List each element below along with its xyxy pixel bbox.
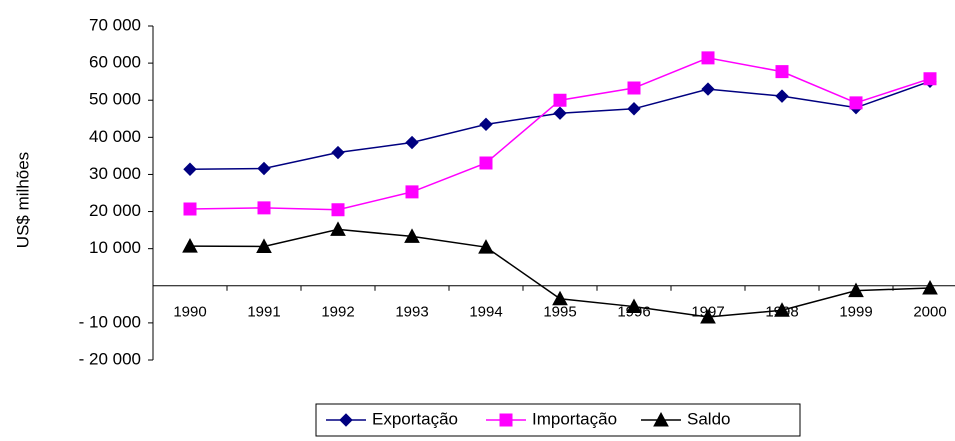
data-point: [700, 308, 716, 324]
y-tick-label: 10 000: [89, 238, 141, 257]
x-tick-label: 1995: [543, 304, 576, 321]
data-point: [553, 93, 567, 107]
data-point: [331, 145, 345, 160]
x-tick-label: 1991: [247, 304, 280, 321]
y-tick-label: 40 000: [89, 127, 141, 146]
y-tick-label: - 20 000: [79, 349, 141, 368]
data-point: [775, 65, 789, 79]
data-point: [849, 96, 863, 110]
data-point: [257, 161, 271, 176]
y-axis-label: US$ milhões: [13, 152, 32, 248]
data-point: [701, 51, 715, 65]
legend-label: Importação: [532, 409, 617, 428]
data-point: [478, 239, 494, 254]
legend-marker: [653, 411, 669, 427]
y-tick-label: 50 000: [89, 90, 141, 109]
y-tick-label: 20 000: [89, 201, 141, 220]
x-tick-label: 1993: [395, 304, 428, 321]
y-tick-label: 70 000: [89, 15, 141, 34]
data-point: [256, 238, 272, 253]
y-tick-label: 30 000: [89, 164, 141, 183]
data-point: [182, 238, 198, 253]
data-point: [257, 201, 271, 215]
data-point: [479, 156, 493, 170]
data-point: [848, 282, 864, 298]
y-tick-label: - 10 000: [79, 312, 141, 331]
data-point: [330, 221, 346, 236]
legend-label: Saldo: [687, 409, 730, 428]
data-point: [183, 202, 197, 216]
legend-marker: [339, 413, 353, 427]
data-point: [922, 279, 938, 295]
data-point: [774, 302, 790, 317]
data-point: [701, 82, 715, 96]
x-tick-label: 2000: [913, 304, 946, 321]
data-point: [183, 162, 197, 176]
data-point: [405, 135, 419, 150]
data-point: [627, 81, 641, 95]
data-point: [552, 290, 568, 306]
data-point: [553, 106, 567, 120]
legend-label: Exportação: [372, 409, 458, 428]
data-point: [331, 203, 345, 217]
legend-box: [315, 403, 801, 437]
x-tick-label: 1994: [469, 304, 502, 321]
data-point: [405, 185, 419, 199]
x-tick-label: 1990: [173, 304, 206, 321]
x-tick-label: 1999: [839, 304, 872, 321]
data-point: [404, 228, 420, 243]
series-line: [189, 57, 931, 211]
y-tick-label: 60 000: [89, 53, 141, 72]
data-point: [479, 117, 493, 132]
x-tick-label: 1992: [321, 304, 354, 321]
data-point: [626, 298, 642, 314]
data-point: [627, 102, 641, 116]
data-point: [923, 72, 937, 86]
data-point: [775, 89, 789, 103]
legend-marker: [499, 413, 513, 427]
